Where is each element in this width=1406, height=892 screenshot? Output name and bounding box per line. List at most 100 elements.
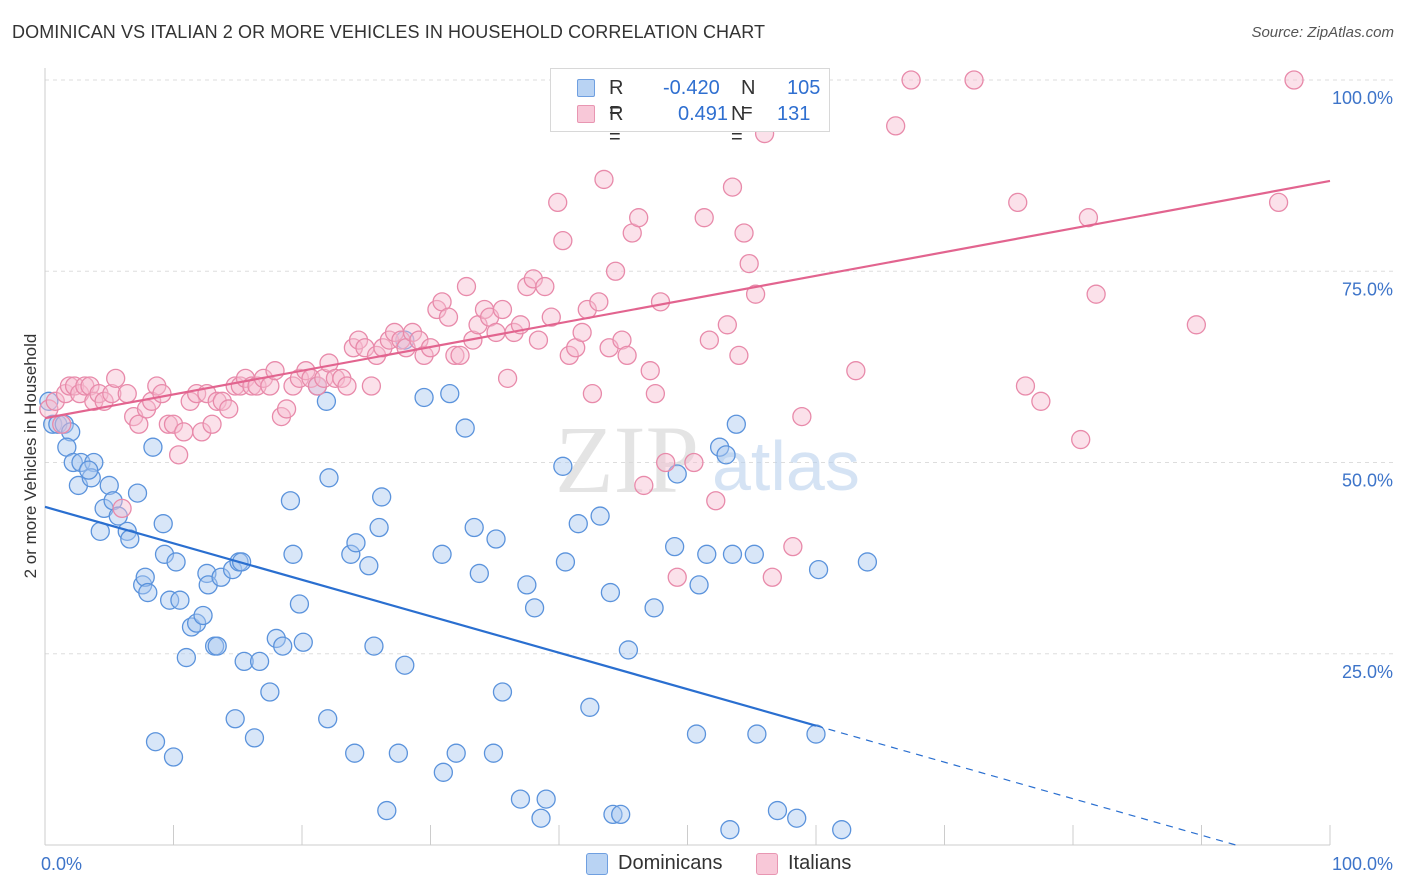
dominicans-point — [517, 575, 537, 595]
dominicans-point — [364, 636, 384, 656]
dominicans-point — [266, 628, 286, 649]
italians-point — [722, 177, 743, 197]
dominicans-point — [225, 709, 245, 729]
chart-title: DOMINICAN VS ITALIAN 2 OR MORE VEHICLES … — [12, 22, 766, 42]
italians-point — [734, 223, 754, 243]
dominicans-point — [63, 452, 83, 473]
italians-point — [117, 383, 137, 404]
series-points — [39, 70, 1304, 840]
dominicans-point — [135, 567, 155, 587]
correlation-legend: R = -0.420 N = 105 R = 0.491 N = 131 — [550, 68, 830, 148]
italians-point — [640, 361, 660, 381]
italians-point — [886, 116, 906, 136]
dominicans-point — [181, 617, 202, 637]
dominicans-point — [433, 762, 454, 782]
italians-point — [174, 422, 194, 442]
italians-point — [307, 376, 328, 396]
italians-point — [1186, 315, 1207, 335]
dominicans-point — [483, 743, 504, 763]
italians-point — [846, 361, 866, 381]
dominicans-point — [99, 475, 119, 496]
dominicans-point — [193, 605, 213, 626]
italians-point — [762, 567, 782, 587]
dominicans-trend-line — [44, 505, 817, 727]
dominicans-point — [372, 487, 392, 507]
italians-point — [964, 70, 984, 90]
dominicans-point — [531, 808, 551, 828]
dominicans-point — [697, 544, 717, 564]
dominicans-point — [244, 728, 265, 748]
dominicans-point — [611, 804, 631, 825]
italians-point — [219, 399, 239, 419]
y-tick-label: 25.0% — [1342, 662, 1393, 682]
dominicans-point — [857, 552, 878, 572]
italians-point — [283, 376, 303, 396]
dominicans-point — [163, 747, 184, 767]
dominicans-point — [289, 594, 310, 614]
y-tick-label: 75.0% — [1342, 279, 1393, 299]
italians-point — [717, 315, 737, 335]
italians-point — [325, 368, 346, 389]
x-tick-label: 100.0% — [1332, 854, 1393, 874]
italians-point — [605, 261, 626, 281]
dominicans-point — [260, 682, 280, 702]
italians-point — [612, 330, 632, 350]
italians-point — [1031, 391, 1051, 411]
watermark-atlas: atlas — [712, 427, 860, 505]
r-label: R = — [609, 103, 624, 148]
dominicans-point — [469, 563, 489, 584]
watermark: ZIP atlas — [555, 406, 860, 513]
italians-point — [163, 414, 184, 434]
italians-point — [589, 292, 609, 312]
dominicans-point — [293, 632, 313, 652]
tick-labels: 25.0% 50.0% 75.0% 100.0% 0.0% 100.0% — [41, 88, 1393, 874]
dominicans-point — [590, 506, 610, 526]
dominicans-point — [726, 414, 746, 434]
dominicans-point — [486, 529, 506, 549]
dominicans-point — [600, 582, 621, 603]
dominicans-swatch — [577, 79, 595, 97]
italians-point — [739, 253, 759, 274]
dominicans-point — [127, 483, 148, 503]
italians-point — [572, 322, 592, 343]
watermark-zip: ZIP — [555, 406, 699, 513]
italians-point — [684, 452, 704, 473]
italians-point — [1015, 376, 1036, 396]
dominicans-point — [492, 682, 513, 702]
source-note: Source: ZipAtlas.com — [1251, 24, 1394, 41]
dominicans-point — [464, 517, 484, 538]
dominicans-point — [665, 537, 685, 557]
dominicans-point — [359, 556, 379, 576]
dominicans-point — [39, 391, 59, 411]
dominicans-point — [432, 544, 452, 564]
italians-point — [706, 491, 726, 511]
dominicans-point — [234, 651, 254, 672]
italians-point — [445, 345, 465, 366]
dominicans-point — [341, 544, 361, 564]
italians-swatch — [756, 853, 778, 875]
italians-point — [337, 376, 357, 396]
x-tick-label: 0.0% — [41, 854, 82, 874]
dominicans-trend-extension — [815, 725, 1236, 846]
italians-point — [276, 399, 297, 419]
r-value: -0.420 — [663, 77, 720, 99]
italians-point — [402, 322, 423, 343]
dominicans-point — [207, 636, 227, 656]
dominicans-point — [524, 598, 545, 618]
italians-point — [361, 376, 382, 396]
dominicans-point — [81, 468, 101, 488]
italians-point — [207, 391, 227, 411]
dominicans-point — [154, 544, 175, 564]
n-value: 105 — [787, 77, 821, 99]
dominicans-point — [388, 743, 409, 763]
italians-point — [52, 414, 72, 434]
italians-point — [559, 345, 579, 366]
italians-swatch — [577, 105, 595, 123]
dominicans-point — [211, 567, 231, 587]
italians-point — [1078, 208, 1099, 228]
italians-point — [656, 452, 676, 473]
italians-point — [523, 269, 543, 289]
n-label: N = — [731, 103, 746, 148]
italians-point — [699, 330, 719, 350]
dominicans-point — [145, 732, 166, 752]
